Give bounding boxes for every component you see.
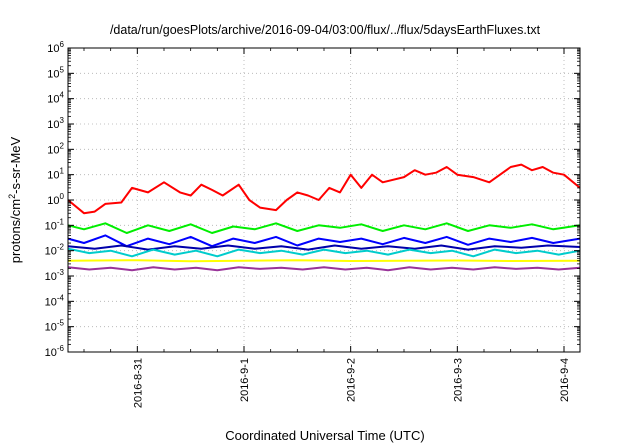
series-line — [67, 259, 581, 263]
y-tick-label: 101 — [47, 167, 64, 182]
y-tick-label: 102 — [47, 141, 64, 156]
data-series — [67, 163, 581, 272]
y-tick-label: 104 — [47, 91, 64, 106]
y-tick-label: 10-5 — [45, 319, 65, 334]
chart-title: /data/run/goesPlots/archive/2016-09-04/0… — [110, 23, 541, 37]
y-tick-label: 10-3 — [45, 268, 65, 283]
y-tick-label: 10-1 — [45, 217, 65, 232]
y-tick-label: 103 — [47, 116, 64, 131]
y-tick-label: 10-2 — [45, 243, 65, 258]
x-tick-label: 2016-9-3 — [452, 358, 464, 402]
x-tick-labels: 2016-8-31 2016-9-1 2016-9-2 2016-9-3 2016-9-… — [132, 358, 571, 408]
series-line — [67, 163, 581, 215]
x-axis-label: Coordinated Universal Time (UTC) — [225, 428, 424, 443]
series-line — [67, 247, 581, 258]
y-tick-label: 106 — [47, 40, 64, 55]
y-tick-label: 10-6 — [45, 344, 65, 359]
y-tick-label: 105 — [47, 65, 64, 80]
x-tick-label: 2016-9-1 — [239, 358, 251, 402]
grid — [68, 48, 580, 352]
series-line — [67, 222, 581, 234]
series-line — [67, 234, 581, 248]
y-tick-label: 10-4 — [45, 293, 65, 308]
x-tick-label: 2016-8-31 — [132, 358, 144, 408]
axis-ticks — [68, 47, 580, 353]
series-line — [67, 266, 581, 272]
y-tick-label: 100 — [47, 192, 64, 207]
y-axis-label: protons/cm2-s-sr-MeV — [7, 136, 23, 263]
x-tick-label: 2016-9-4 — [559, 358, 571, 402]
x-tick-label: 2016-9-2 — [346, 358, 358, 402]
y-tick-labels: 106 105 104 103 102 101 100 10-1 10-2 10-3 10-4 10-… — [45, 40, 65, 359]
